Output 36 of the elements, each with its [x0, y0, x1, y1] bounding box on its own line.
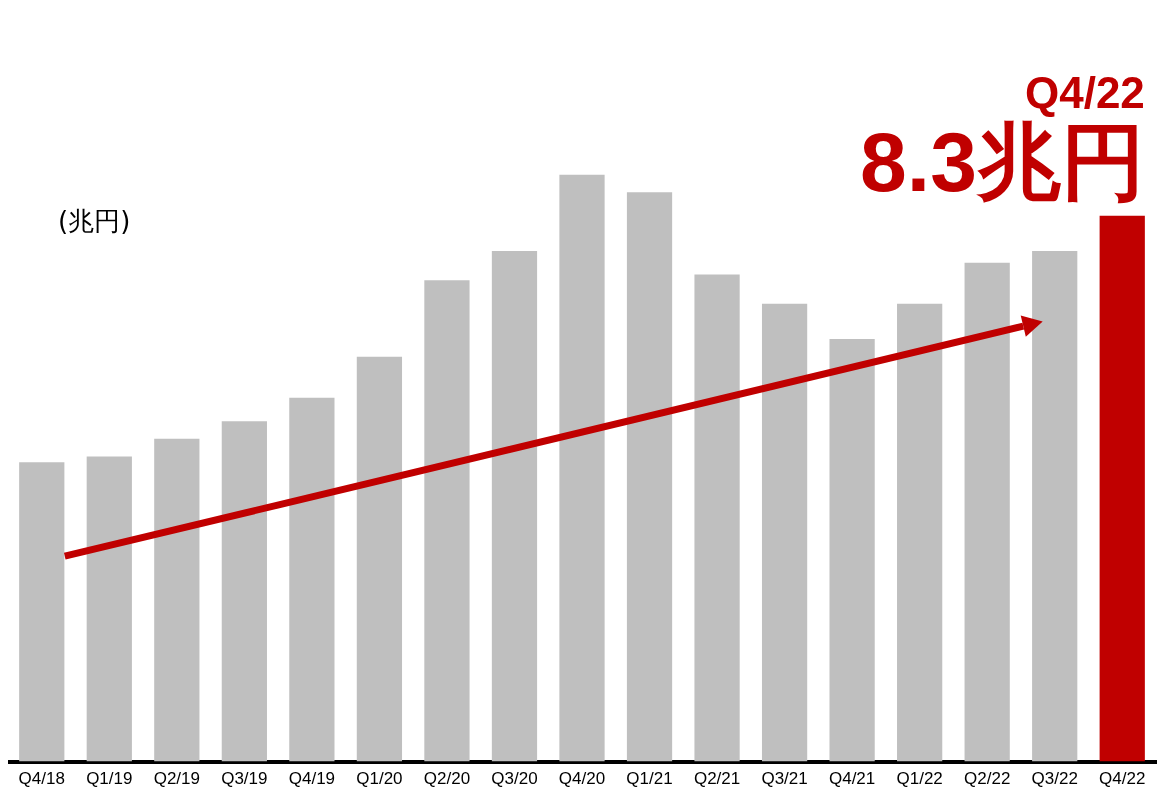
y-axis-title: (兆円)	[58, 205, 131, 236]
x-tick-label: Q4/18	[18, 769, 65, 789]
bar	[761, 303, 808, 762]
bar	[897, 303, 943, 762]
x-tick-label: Q2/22	[964, 769, 1011, 789]
text: Q4/22	[1024, 67, 1145, 117]
bar	[154, 438, 200, 762]
bar	[491, 251, 538, 762]
bar	[289, 397, 335, 762]
bar	[964, 262, 1010, 762]
bar	[221, 421, 267, 762]
x-tick-label: Q1/21	[626, 769, 673, 789]
bar	[829, 339, 875, 762]
x-tick-label: Q3/19	[221, 769, 268, 789]
x-tick-label: Q2/19	[153, 769, 200, 789]
x-tick-label: Q4/20	[558, 769, 606, 789]
x-tick-label: Q2/20	[423, 769, 471, 789]
x-tick-label: Q3/22	[1031, 769, 1078, 789]
bar	[86, 456, 132, 762]
bar	[1099, 215, 1145, 762]
bar	[19, 462, 65, 762]
x-tick-label: Q1/22	[896, 769, 943, 789]
x-tick-label: Q4/21	[828, 769, 876, 789]
x-tick-label: Q4/22	[1099, 769, 1146, 789]
bar	[424, 280, 470, 762]
x-tick-label: Q3/20	[491, 769, 538, 789]
x-tick-label: Q1/20	[356, 769, 403, 789]
x-tick-label: Q1/19	[86, 769, 133, 789]
bar	[356, 356, 403, 762]
x-tick-label: Q3/21	[761, 769, 808, 789]
bar	[559, 174, 605, 762]
bar	[694, 274, 740, 762]
x-tick-label: Q2/21	[693, 769, 741, 789]
bar	[1032, 251, 1078, 762]
x-tick-label: Q4/19	[288, 769, 336, 789]
bar	[626, 192, 673, 762]
